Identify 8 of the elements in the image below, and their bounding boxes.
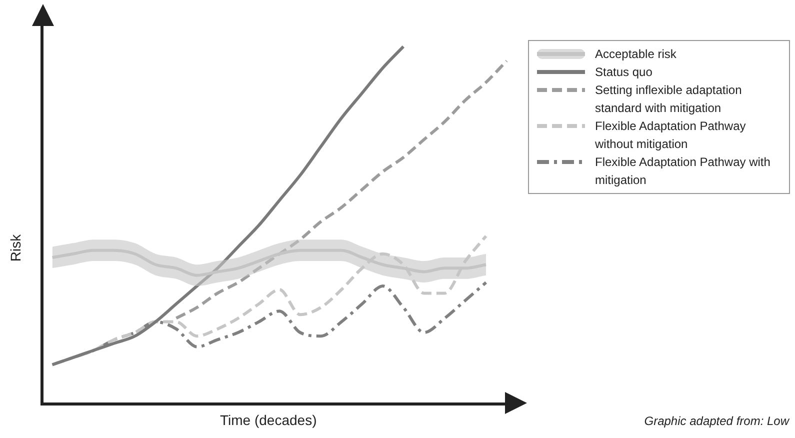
legend-label: Flexible Adaptation Pathway with mitigation [595, 154, 772, 189]
y-axis-title: Risk [8, 234, 24, 262]
legend-label: Acceptable risk [595, 46, 676, 63]
legend-label: Flexible Adaptation Pathway without mitigation [595, 118, 747, 153]
legend-label: Setting inflexible adaptation standard with mitigation [595, 82, 743, 117]
legend-label: Status quo [595, 64, 652, 81]
x-axis-title: Time (decades) [220, 412, 317, 428]
text: Graphic adapted from: Low [644, 414, 789, 428]
